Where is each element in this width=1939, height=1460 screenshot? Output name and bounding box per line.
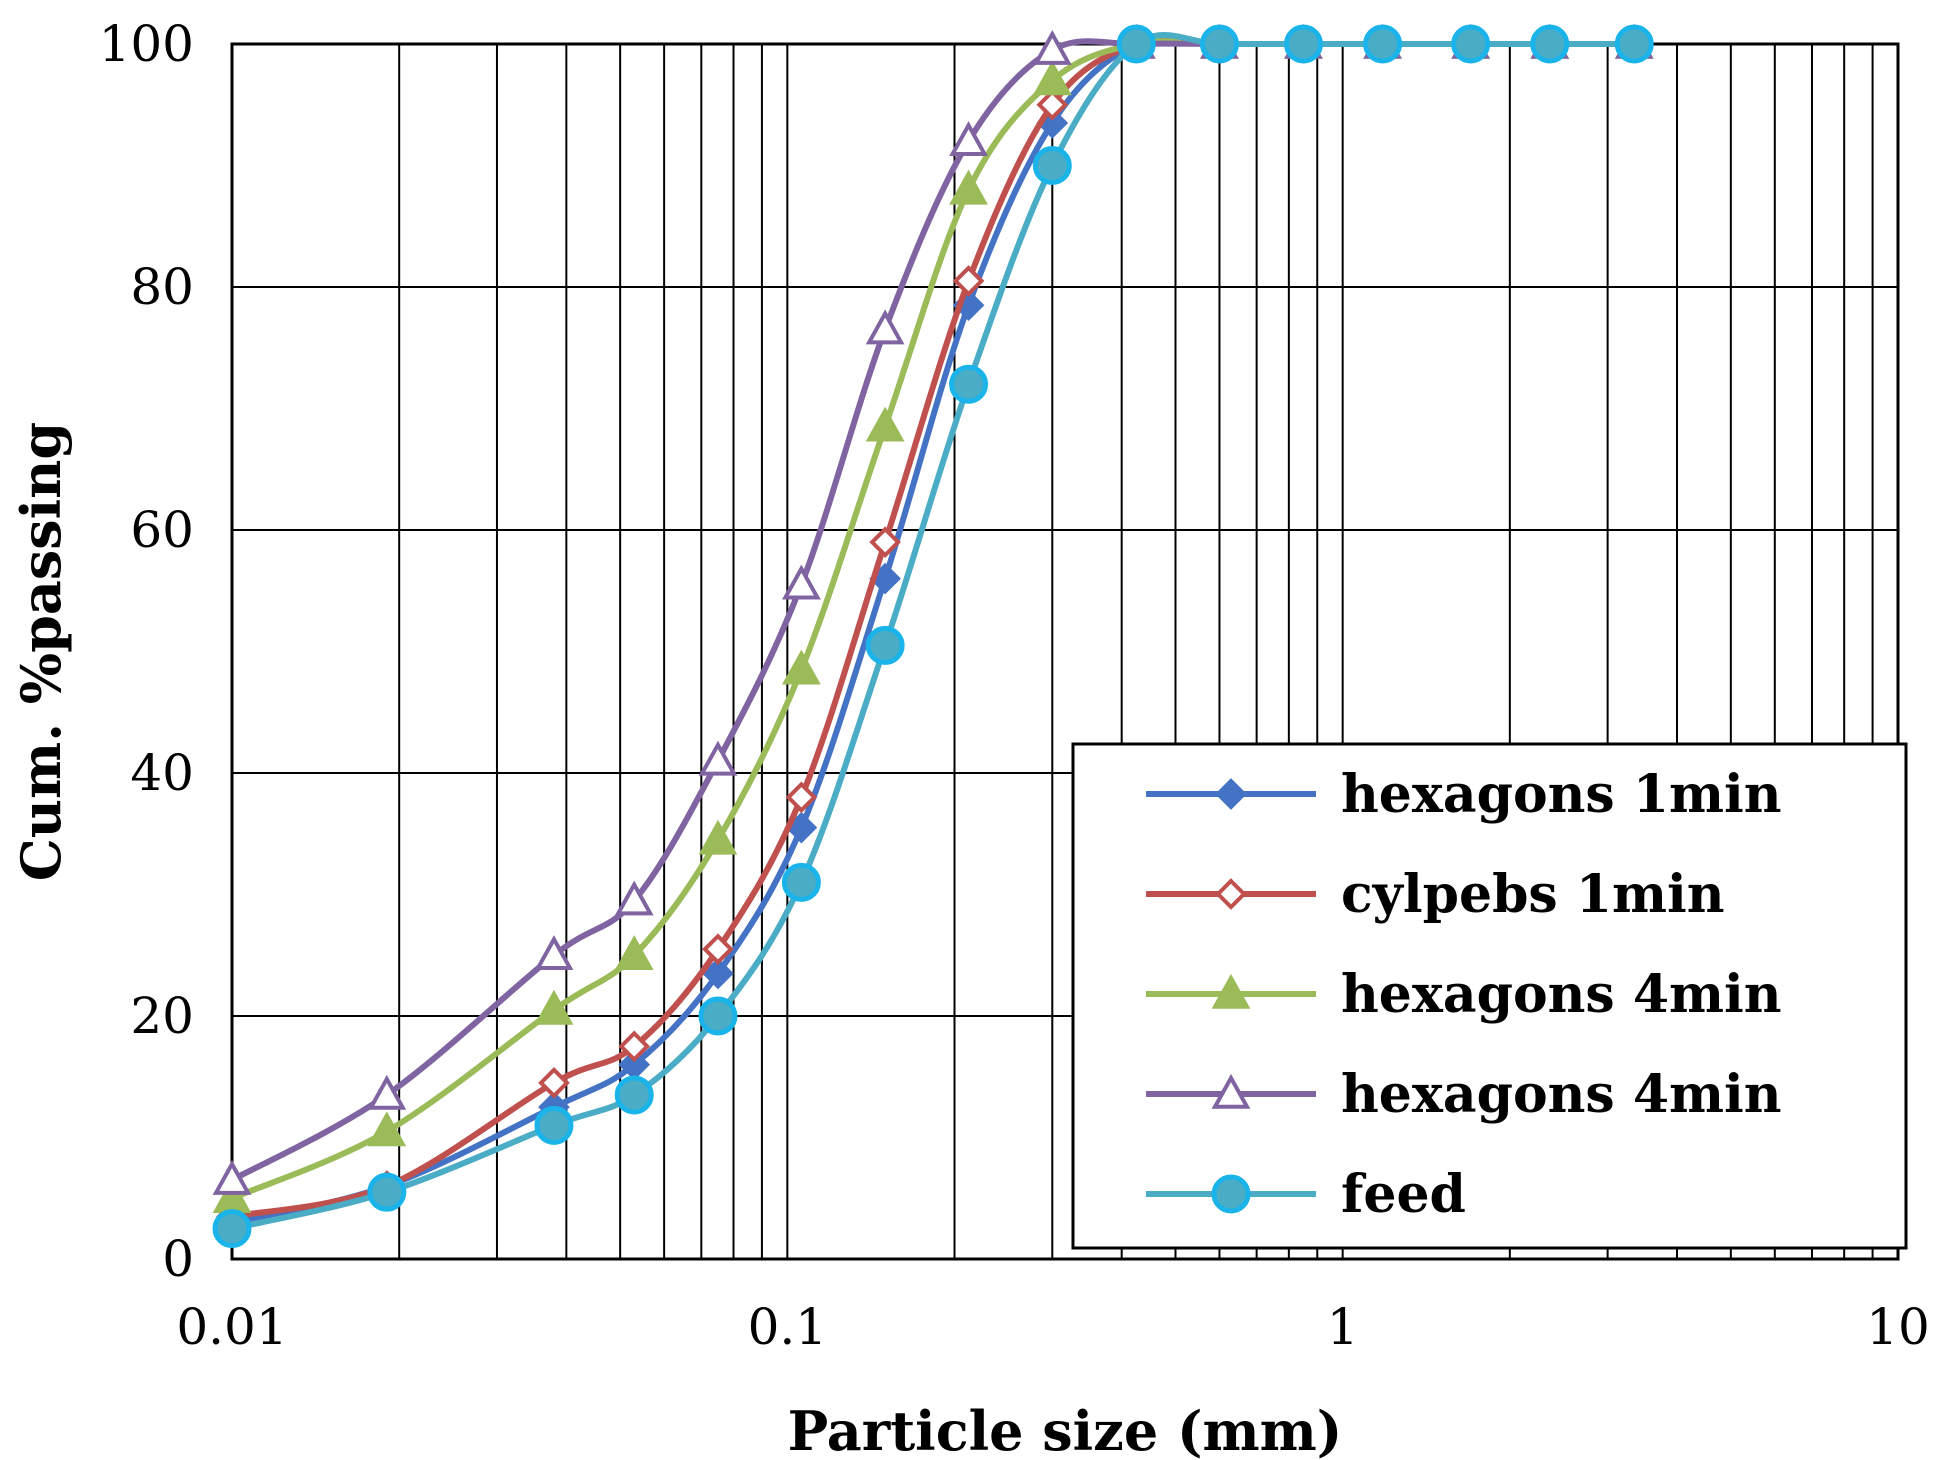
x-tick-label: 1 — [1327, 1298, 1359, 1356]
data-point — [781, 649, 821, 685]
y-tick-label: 0 — [162, 1230, 194, 1288]
data-point — [781, 564, 821, 600]
data-point — [1032, 29, 1072, 65]
y-tick-label: 20 — [130, 987, 194, 1045]
legend-label: hexagons 4min — [1341, 1064, 1782, 1125]
data-point — [367, 1111, 407, 1147]
data-point — [702, 957, 734, 990]
legend-label: hexagons 1min — [1341, 764, 1782, 825]
data-point — [865, 309, 905, 345]
y-axis-title: Cum. %passing — [9, 422, 73, 881]
legend-item-1: cylpebs 1min — [1146, 864, 1725, 925]
legend-swatch-marker — [1215, 778, 1247, 810]
data-point — [952, 265, 985, 297]
data-point — [781, 862, 821, 902]
data-point — [1199, 24, 1239, 64]
data-point — [212, 1159, 252, 1195]
data-point — [538, 1066, 570, 1099]
data-point — [865, 406, 905, 442]
legend-item-4: feed — [1146, 1164, 1466, 1225]
legend-label: hexagons 4min — [1341, 964, 1782, 1025]
series-layer — [212, 23, 1654, 1249]
x-axis-title: Particle size (mm) — [788, 1399, 1343, 1460]
legend-item-0: hexagons 1min — [1146, 764, 1782, 825]
legend-swatch-marker — [1215, 878, 1247, 910]
data-point — [949, 121, 988, 156]
data-point — [869, 526, 901, 558]
data-point — [1451, 24, 1491, 64]
data-point — [367, 1172, 407, 1212]
data-point — [614, 880, 654, 916]
legend-swatch-marker — [1211, 1174, 1251, 1214]
data-point — [1032, 146, 1072, 185]
data-point — [698, 996, 738, 1036]
data-point — [698, 740, 738, 776]
legend-item-2: hexagons 4min — [1146, 964, 1782, 1025]
data-point — [618, 1030, 651, 1063]
data-point — [1614, 24, 1654, 64]
data-point — [367, 1074, 407, 1110]
data-point — [865, 625, 905, 665]
x-tick-label: 10 — [1866, 1298, 1930, 1356]
data-point — [1116, 24, 1156, 64]
legend-label: cylpebs 1min — [1341, 864, 1725, 925]
data-point — [614, 1075, 654, 1115]
data-point — [1283, 24, 1323, 64]
y-tick-label: 100 — [99, 15, 194, 73]
data-point — [1032, 60, 1072, 96]
legend-item-3: hexagons 4min — [1146, 1064, 1782, 1125]
data-point — [614, 935, 654, 971]
data-point — [534, 935, 574, 971]
legend-swatch-marker — [1211, 973, 1251, 1009]
data-point — [1530, 24, 1570, 64]
data-point — [534, 989, 574, 1025]
data-point — [949, 364, 989, 404]
series-4 — [212, 24, 1654, 1249]
y-tick-label: 40 — [130, 744, 194, 802]
data-point — [949, 169, 988, 205]
legend-swatch-marker — [1211, 1073, 1251, 1109]
legend: hexagons 1min cylpebs 1min hexagons 4min he… — [1071, 742, 1908, 1250]
x-tick-label: 0.1 — [748, 1298, 828, 1356]
data-point — [212, 1209, 252, 1249]
data-point — [1363, 24, 1403, 64]
legend-label: feed — [1341, 1164, 1466, 1225]
y-tick-label: 80 — [130, 258, 194, 316]
data-point — [702, 933, 734, 966]
data-point — [785, 781, 818, 814]
x-tick-label: 0.01 — [176, 1298, 287, 1356]
y-tick-label: 60 — [130, 501, 194, 559]
data-point — [534, 1105, 574, 1145]
data-point — [698, 819, 738, 855]
data-point — [1036, 88, 1069, 121]
